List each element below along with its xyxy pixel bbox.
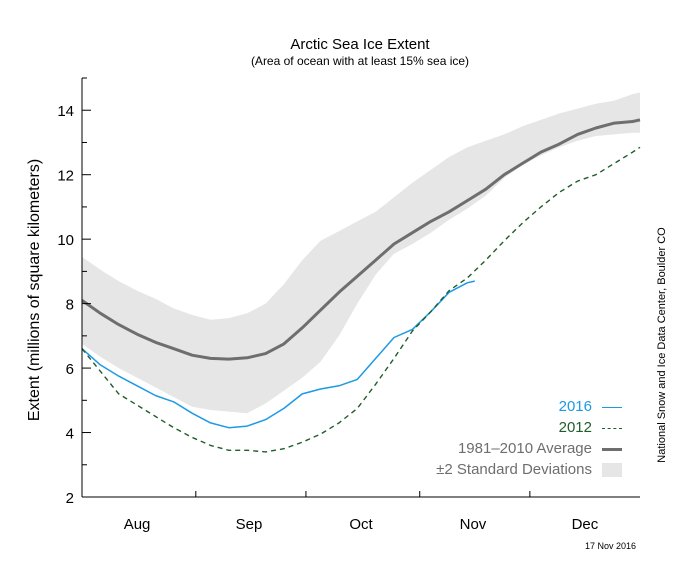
series-line-2016 [81, 280, 475, 429]
legend-swatch-std [600, 462, 624, 477]
x-tick-label-nov: Nov [460, 516, 487, 533]
legend: 2016 2012 1981–2010 Average ±2 Standard … [436, 396, 624, 480]
y-tick-label-10: 10 [57, 232, 74, 249]
std-deviation-band [82, 92, 640, 414]
legend-item-average: 1981–2010 Average [436, 438, 624, 459]
y-tick-label-14: 14 [57, 103, 74, 120]
chart-subtitle: (Area of ocean with at least 15% sea ice… [250, 54, 470, 68]
x-tick-label-oct: Oct [349, 516, 373, 533]
y-tick-label-4: 4 [66, 426, 74, 443]
legend-swatch-average [600, 442, 624, 456]
x-tick-label-dec: Dec [572, 516, 599, 533]
legend-label-average: 1981–2010 Average [457, 440, 592, 457]
series-line-average [81, 118, 641, 361]
y-tick-label-12: 12 [57, 168, 74, 185]
legend-item-std: ±2 Standard Deviations [436, 459, 624, 480]
chart-title: Arctic Sea Ice Extent [290, 36, 430, 53]
y-tick-label-8: 8 [66, 297, 74, 314]
x-tick-label-aug: Aug [124, 516, 151, 533]
series-line-2012 [81, 146, 641, 453]
legend-label-2016: 2016 [558, 398, 592, 415]
legend-item-2016: 2016 [436, 396, 624, 417]
legend-label-2012: 2012 [558, 419, 592, 436]
y-tick-label-2: 2 [66, 490, 74, 507]
y-tick-label-6: 6 [66, 361, 74, 378]
date-stamp: 17 Nov 2016 [584, 541, 636, 551]
x-tick-label-sep: Sep [236, 516, 263, 533]
legend-swatch-2012 [600, 421, 624, 435]
legend-item-2012: 2012 [436, 417, 624, 438]
legend-label-std: ±2 Standard Deviations [436, 461, 592, 478]
legend-swatch-2016 [600, 400, 624, 414]
